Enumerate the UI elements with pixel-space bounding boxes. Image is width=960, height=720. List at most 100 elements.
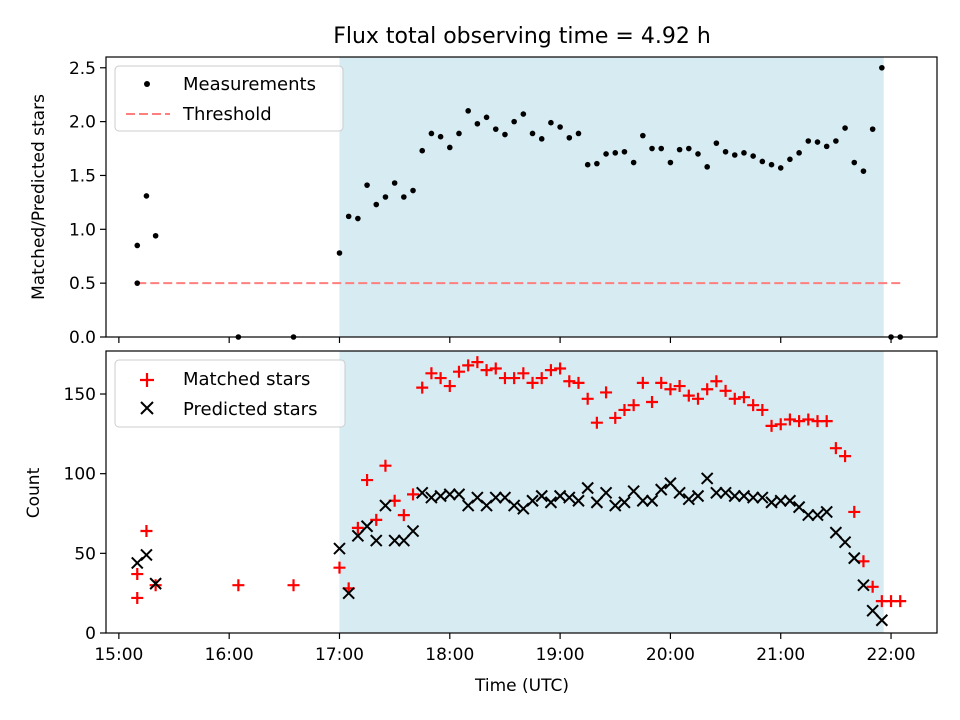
x-tick-label: 16:00 bbox=[205, 645, 254, 665]
x-tick-label: 22:00 bbox=[867, 645, 916, 665]
measurement-point bbox=[566, 134, 573, 141]
predicted-star-point bbox=[489, 491, 502, 504]
matched-star-point bbox=[140, 525, 153, 538]
matched-star-point bbox=[361, 474, 374, 487]
measurement-point bbox=[419, 147, 426, 154]
bottom-axes: 0 50 100 150 15:00 16:00 17:00 18:00 19:00 20:00… bbox=[24, 350, 938, 696]
measurement-point bbox=[777, 165, 784, 171]
measurement-point bbox=[741, 150, 747, 156]
x-tick-label: 21:00 bbox=[756, 645, 805, 665]
predicted-star-point bbox=[452, 488, 466, 501]
measurement-point bbox=[143, 193, 150, 199]
predicted-star-point bbox=[746, 491, 760, 504]
x-tick-label: 15:00 bbox=[94, 645, 143, 665]
matched-star-point bbox=[691, 392, 704, 405]
bottom-y-tick-label: 50 bbox=[74, 544, 96, 564]
measurement-point bbox=[750, 153, 756, 159]
predicted-star-point bbox=[700, 472, 714, 485]
matched-star-point bbox=[425, 367, 438, 380]
predicted-star-point bbox=[149, 577, 162, 590]
predicted-star-point bbox=[599, 486, 613, 500]
matched-star-point bbox=[664, 383, 677, 396]
x-tick-label: 20:00 bbox=[646, 645, 695, 665]
predicted-star-point bbox=[636, 494, 650, 507]
predicted-star-point bbox=[673, 486, 686, 500]
matched-star-point bbox=[839, 450, 852, 463]
matched-star-point bbox=[149, 579, 162, 592]
measurement-point bbox=[869, 126, 876, 132]
predicted-star-point bbox=[838, 535, 852, 549]
measurement-point bbox=[594, 160, 600, 167]
matched-star-point bbox=[489, 362, 502, 375]
measurement-point bbox=[465, 108, 471, 114]
predicted-star-point bbox=[618, 496, 631, 509]
matched-star-point bbox=[719, 384, 732, 397]
matched-star-point bbox=[802, 413, 815, 426]
matched-star-point bbox=[232, 579, 245, 592]
matched-star-point bbox=[563, 375, 576, 388]
matched-star-point bbox=[462, 359, 475, 372]
measurement-point bbox=[134, 280, 141, 286]
measurement-point bbox=[474, 120, 481, 127]
predicted-star-point bbox=[544, 496, 558, 509]
top-y-tick-label: 1.5 bbox=[69, 166, 96, 186]
matched-star-point bbox=[471, 356, 484, 369]
predicted-star-point bbox=[682, 492, 696, 506]
legend-measurements-label: Measurements bbox=[183, 74, 316, 95]
top-y-tick-label: 1.0 bbox=[69, 220, 96, 240]
measurement-point bbox=[842, 125, 848, 131]
measurement-point bbox=[759, 158, 766, 165]
measurement-point bbox=[511, 118, 517, 125]
measurement-point bbox=[575, 130, 582, 137]
matched-star-point bbox=[535, 372, 548, 385]
measurement-point bbox=[731, 152, 738, 158]
matched-star-point bbox=[397, 509, 410, 522]
measurement-point bbox=[722, 148, 729, 155]
bottom-legend: Matched stars Predicted stars bbox=[114, 359, 346, 428]
matched-star-point bbox=[618, 403, 631, 416]
measurement-point bbox=[483, 114, 490, 121]
bottom-y-tick-label: 100 bbox=[64, 465, 96, 485]
predicted-star-point bbox=[388, 534, 401, 547]
x-tick-label: 19:00 bbox=[536, 645, 585, 665]
measurement-point bbox=[446, 144, 453, 151]
measurement-point bbox=[584, 161, 591, 168]
predicted-star-point bbox=[590, 496, 604, 509]
top-shaded-interval bbox=[339, 57, 884, 337]
x-tick-label: 18:00 bbox=[425, 645, 474, 665]
matched-star-point bbox=[517, 367, 530, 380]
measurement-point bbox=[879, 64, 885, 71]
matched-star-point bbox=[416, 381, 429, 394]
measurement-point bbox=[410, 187, 416, 194]
measurement-point bbox=[345, 213, 352, 220]
predicted-star-point bbox=[719, 486, 732, 500]
measurement-point bbox=[603, 151, 609, 157]
measurement-point bbox=[860, 168, 867, 174]
measurement-point bbox=[456, 130, 462, 137]
bottom-y-tick-label: 0 bbox=[85, 624, 96, 644]
measurement-point bbox=[823, 143, 830, 150]
matched-star-point bbox=[710, 375, 723, 388]
predicted-star-point bbox=[811, 508, 824, 522]
matched-star-point bbox=[480, 364, 493, 377]
predicted-star-point bbox=[140, 548, 153, 562]
predicted-star-point bbox=[774, 494, 787, 507]
matched-star-point bbox=[774, 418, 787, 431]
predicted-star-point bbox=[443, 488, 457, 501]
matched-star-point bbox=[756, 403, 769, 416]
legend-matched-marker bbox=[140, 373, 154, 387]
measurement-point bbox=[630, 159, 637, 166]
predicted-star-point bbox=[802, 508, 815, 522]
predicted-star-point bbox=[829, 526, 843, 539]
matched-star-point bbox=[673, 380, 686, 393]
predicted-star-point bbox=[406, 524, 420, 538]
matched-star-point bbox=[793, 415, 806, 428]
top-axes-frame bbox=[105, 56, 938, 338]
legend-predicted-label: Predicted stars bbox=[183, 399, 317, 420]
measurement-point bbox=[814, 139, 821, 145]
matched-star-point bbox=[351, 521, 364, 534]
matched-star-point bbox=[682, 389, 695, 402]
predicted-star-point bbox=[397, 534, 411, 547]
predicted-star-point bbox=[645, 494, 659, 507]
predicted-star-point bbox=[655, 483, 668, 496]
